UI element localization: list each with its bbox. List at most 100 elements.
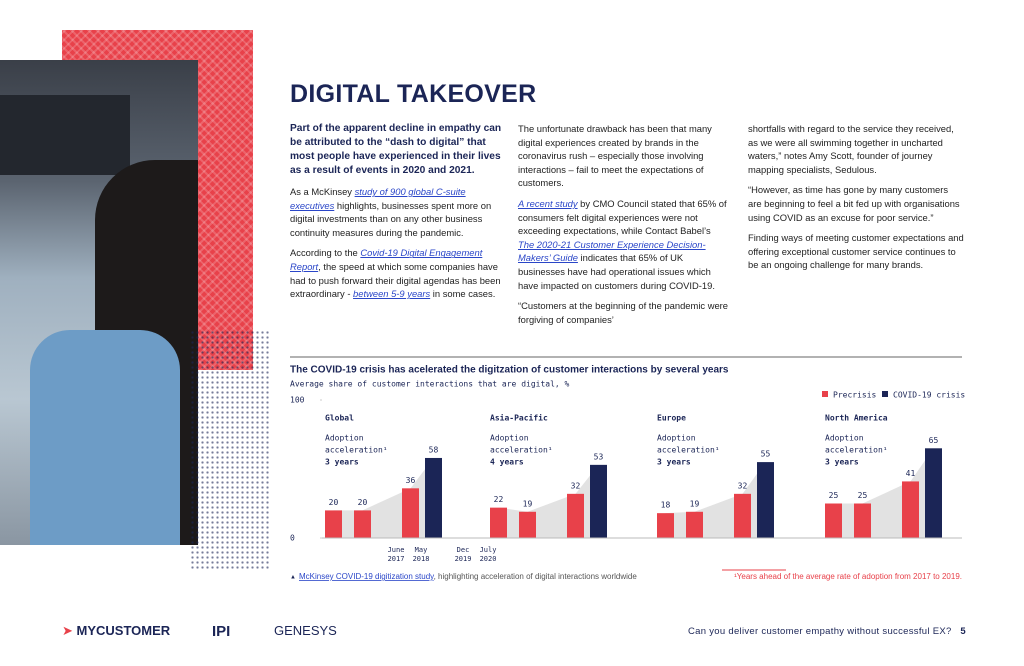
paragraph: Finding ways of meeting customer expecta… <box>748 231 964 272</box>
bar <box>902 481 919 538</box>
paragraph: As a McKinsey study of 900 global C-suit… <box>290 185 504 239</box>
footer-text: Can you deliver customer empathy without… <box>687 626 952 637</box>
group-annotation: acceleration¹ <box>657 446 720 455</box>
photo <box>0 60 198 545</box>
logo: IPI <box>212 623 231 640</box>
time-label: Dec <box>457 546 470 554</box>
value-label: 41 <box>906 469 916 478</box>
footer: Can you deliver customer empathy without… <box>688 626 966 637</box>
time-label: 2019 <box>455 555 472 563</box>
y-tick-label: 100 <box>290 396 305 405</box>
y-tick-label: 0 <box>290 534 295 543</box>
link[interactable]: The 2020-21 Customer Experience Decision… <box>518 238 706 264</box>
text-run: , the speed at which some companies have… <box>290 260 501 300</box>
text-run: “However, as time has gone by many custo… <box>748 184 960 223</box>
y-axis-label: Average share of customer interactions t… <box>290 380 570 389</box>
paragraph: A recent study by CMO Council stated tha… <box>518 197 728 292</box>
legend-swatch <box>822 391 828 397</box>
monitor <box>0 95 130 175</box>
logo-text: MYCUSTOMER <box>76 623 171 638</box>
value-label: 22 <box>494 495 504 504</box>
bar <box>425 457 442 538</box>
legend-swatch <box>882 391 888 397</box>
text-run: “Customers at the beginning of the pande… <box>518 300 729 325</box>
value-label: 32 <box>738 481 748 490</box>
text-run: shortfalls with regard to the service th… <box>748 123 954 175</box>
time-label: 2017 <box>388 555 405 563</box>
text-run: The unfortunate drawback has been that m… <box>518 123 712 189</box>
bar <box>757 462 774 538</box>
footnote: ¹Years ahead of the average rate of adop… <box>734 572 962 581</box>
paragraph: shortfalls with regard to the service th… <box>748 122 964 176</box>
paragraph: The unfortunate drawback has been that m… <box>518 122 728 190</box>
group-label: Global <box>325 414 354 423</box>
value-label: 53 <box>594 452 604 461</box>
text-run: According to the <box>290 247 361 259</box>
value-label: 36 <box>406 476 416 485</box>
paragraph: “However, as time has gone by many custo… <box>748 183 964 224</box>
value-label: 19 <box>690 499 700 508</box>
bar <box>590 464 607 538</box>
paragraph: According to the Covid-19 Digital Engage… <box>290 246 504 300</box>
text-run: highlights, businesses spent more on dig… <box>290 199 492 238</box>
group-annotation: acceleration¹ <box>825 446 888 455</box>
link[interactable]: A recent study <box>518 197 578 209</box>
value-label: 20 <box>358 498 368 507</box>
text-run: , highlighting acceleration of digital i… <box>434 572 638 581</box>
group-annotation: acceleration¹ <box>325 446 388 455</box>
text-column: shortfalls with regard to the service th… <box>748 122 964 279</box>
group-annotation: Adoption <box>325 434 364 443</box>
logo: ➤ MYCUSTOMER <box>62 623 171 638</box>
bar <box>825 503 842 538</box>
bar <box>657 513 674 538</box>
value-label: 55 <box>761 450 771 459</box>
value-label: 20 <box>329 498 339 507</box>
value-label: 19 <box>523 499 533 508</box>
time-label: June <box>388 546 405 554</box>
page-number: 5 <box>960 626 966 637</box>
group-annotation: Adoption <box>657 434 696 443</box>
text-run: As a McKinsey <box>290 186 355 197</box>
group-annotation: acceleration¹ <box>490 446 553 455</box>
value-label: 18 <box>661 501 671 510</box>
text-run: in some cases. <box>430 288 496 300</box>
value-label: 58 <box>429 445 439 454</box>
link[interactable]: Covid-19 Digital Engagement Report <box>290 247 483 272</box>
source: McKinsey COVID-19 digitization study, hi… <box>299 572 637 581</box>
logo: GENESYS <box>274 623 337 638</box>
link[interactable]: between 5-9 years <box>353 288 431 300</box>
bar <box>325 510 342 538</box>
text-run: by CMO Council stated that 65% of consum… <box>518 197 727 237</box>
group-annotation: Adoption <box>825 434 864 443</box>
page-title: DIGITAL TAKEOVER <box>290 80 537 108</box>
paragraph: “Customers at the beginning of the pande… <box>518 299 728 326</box>
bar <box>686 511 703 538</box>
group-annotation: 3 years <box>325 458 359 467</box>
value-label: 65 <box>929 436 939 445</box>
group-label: North America <box>825 413 888 423</box>
bar <box>519 511 536 538</box>
time-label: July <box>480 546 497 554</box>
legend-label: Precrisis <box>833 391 877 400</box>
group-annotation: 3 years <box>657 458 691 467</box>
value-label: 25 <box>829 491 839 500</box>
value-label: 32 <box>571 481 581 490</box>
text-column: The unfortunate drawback has been that m… <box>518 122 728 333</box>
lead-paragraph: Part of the apparent decline in empathy … <box>290 123 502 176</box>
link[interactable]: study of 900 global C-suite executives <box>290 186 466 211</box>
source-marker: ▲ <box>290 575 296 581</box>
group-label: Asia-Pacific <box>490 413 548 423</box>
link[interactable]: McKinsey COVID-19 digitization study <box>299 572 434 581</box>
group-annotation: 3 years <box>825 458 859 467</box>
decor-dots <box>190 330 270 570</box>
shirt <box>30 330 180 545</box>
time-label: 2020 <box>480 555 497 563</box>
legend-label: COVID-19 crisis <box>893 391 965 400</box>
bar <box>490 507 507 538</box>
text-column: Part of the apparent decline in empathy … <box>290 122 504 308</box>
text-run: indicates that 65% of UK businesses have… <box>518 252 715 291</box>
time-label: May <box>415 546 428 554</box>
group-label: Europe <box>657 414 686 423</box>
